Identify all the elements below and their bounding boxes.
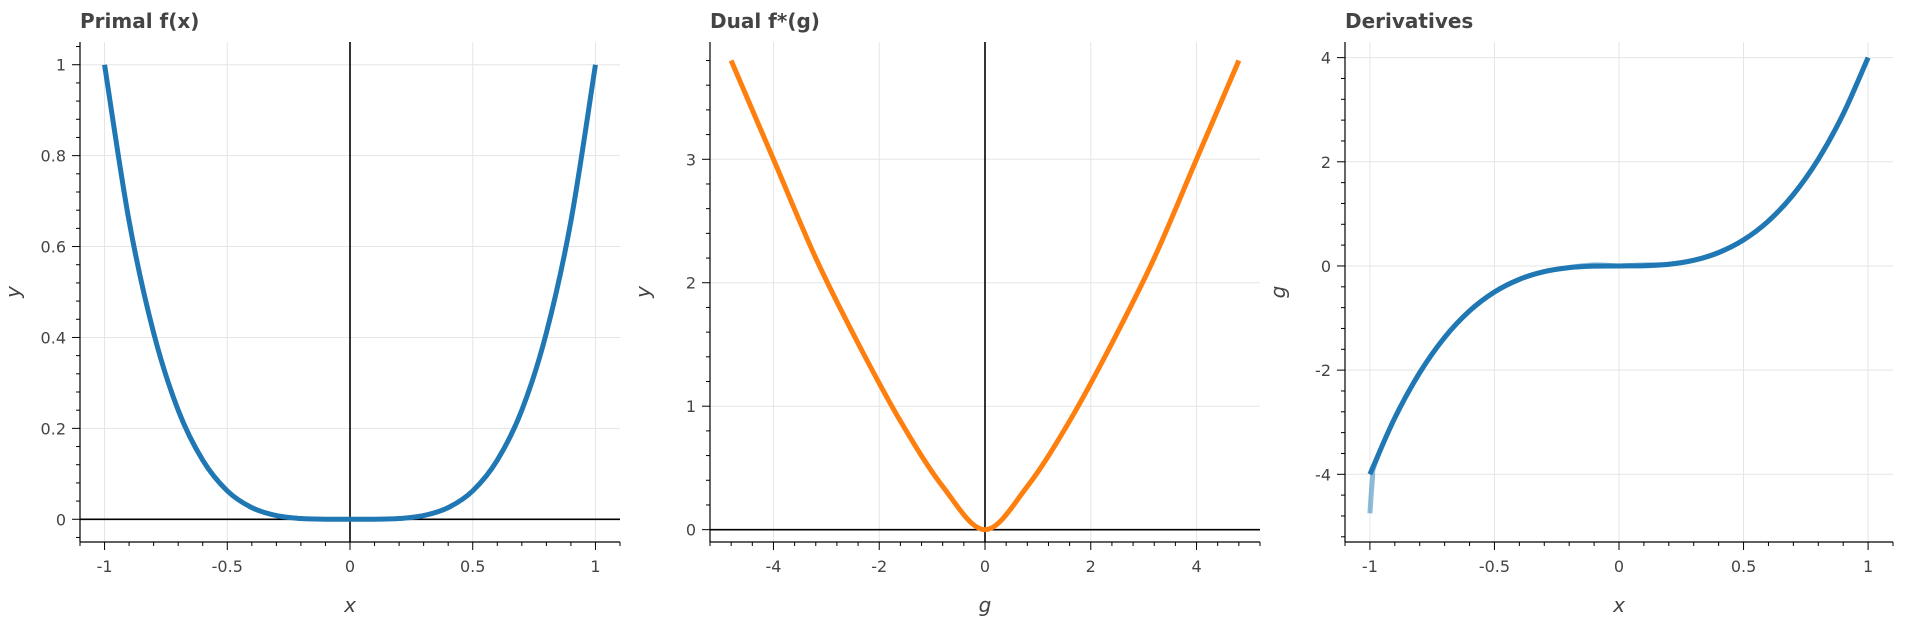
y-tick-label: 4 [1321,49,1331,68]
x-tick-label: 0.5 [1731,557,1756,576]
x-tick-label: 2 [1086,557,1096,576]
y-tick-label: 0.8 [41,147,66,166]
y-tick-label: 0.6 [41,238,66,257]
x-tick-label: 0 [980,557,990,576]
x-tick-label: -1 [1362,557,1378,576]
chart-panel-3: Derivatives -1 -0.5 0 0.5 1 -4 -2 0 2 4 x g [1266,9,1894,617]
y-tick-label: 0.2 [41,419,66,438]
x-tick-label: 1 [590,557,600,576]
y-tick-label: 1 [56,56,66,75]
x-tick-label: 1 [1863,557,1873,576]
x-tick-label: 0.5 [460,557,485,576]
y-tick-label: 0.4 [41,328,66,347]
x-tick-label: -0.5 [212,557,243,576]
x-tick-label: 0 [1614,557,1624,576]
x-axis-label: g [979,593,992,617]
y-axis-label: y [631,285,655,299]
y-tick-label: 2 [686,274,696,293]
y-axis-label: g [1266,286,1290,299]
y-axis-label: y [1,285,25,299]
chart-panel-1: Primal f(x) -1 -0.5 0 0.5 1 0 0.2 0.4 0.6 0.8 1 x y [1,9,621,617]
y-tick-label: -4 [1315,465,1331,484]
series-line-1 [102,64,598,522]
x-tick-label: -1 [97,557,113,576]
y-tick-label: 1 [686,397,696,416]
chart-title: Dual f*(g) [710,9,820,33]
y-tick-label: -2 [1315,361,1331,380]
y-tick-label: 3 [686,150,696,169]
x-tick-label: -0.5 [1479,557,1510,576]
chart-title: Derivatives [1345,9,1473,33]
chart-title: Primal f(x) [80,9,199,33]
y-tick-label: 0 [56,510,66,529]
series-line-1 [728,59,1242,533]
series-line-2 [1367,56,1871,476]
x-axis-label: x [1612,593,1625,617]
x-axis-label: x [343,593,356,617]
y-tick-label: 0 [1321,257,1331,276]
x-tick-label: 0 [345,557,355,576]
y-tick-label: 2 [1321,153,1331,172]
x-tick-label: -2 [871,557,887,576]
chart-panel-2: Dual f*(g) -4 -2 0 2 4 0 1 2 3 g y [631,9,1261,617]
x-tick-label: -4 [765,557,781,576]
x-tick-label: 4 [1191,557,1201,576]
y-tick-label: 0 [686,521,696,540]
